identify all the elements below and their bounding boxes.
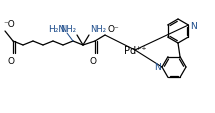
Text: N: N	[154, 63, 161, 72]
Text: H₂N: H₂N	[48, 25, 65, 34]
Text: ⁻O: ⁻O	[3, 20, 15, 29]
Text: NH₂: NH₂	[60, 25, 76, 34]
Text: O⁻: O⁻	[107, 25, 119, 34]
Text: Pd⁺⁺: Pd⁺⁺	[124, 46, 146, 55]
Text: NH₂: NH₂	[90, 25, 106, 34]
Text: N: N	[190, 21, 197, 30]
Text: O: O	[89, 56, 97, 65]
Text: O: O	[8, 56, 14, 65]
